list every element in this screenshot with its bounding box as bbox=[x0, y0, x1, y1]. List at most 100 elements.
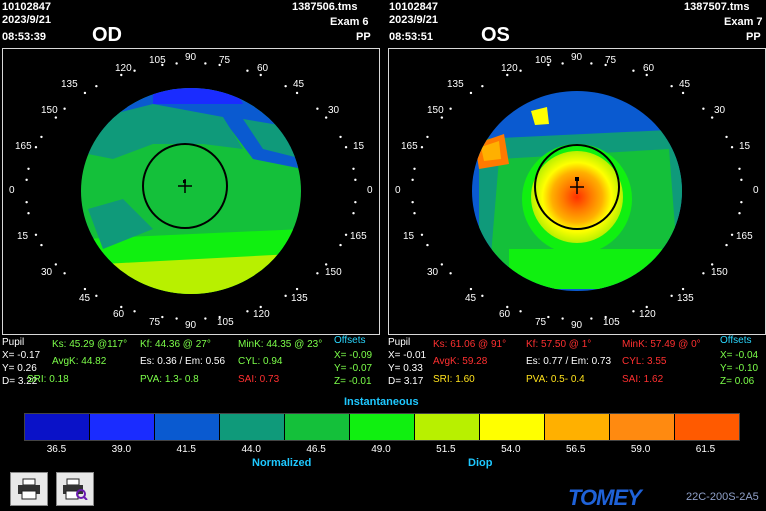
axis-tick-dot bbox=[54, 263, 58, 266]
os-axis-60: 60 bbox=[643, 63, 655, 74]
axis-tick-dot bbox=[590, 317, 593, 320]
os-date: 2023/9/21 bbox=[389, 14, 438, 26]
axis-tick-dot bbox=[295, 287, 299, 291]
od-exam: Exam 6 bbox=[330, 16, 369, 28]
os-offset-y: Y= -0.10 bbox=[720, 363, 759, 374]
axis-tick-dot bbox=[420, 233, 424, 236]
od-file: 1387506.tms bbox=[292, 1, 358, 13]
axis-tick-dot bbox=[344, 146, 348, 149]
axis-tick-dot bbox=[725, 243, 728, 247]
od-axis-0-left: 0 bbox=[9, 185, 15, 196]
axis-tick-dot bbox=[645, 305, 648, 309]
axis-tick-dot bbox=[95, 84, 98, 88]
axis-tick-dot bbox=[133, 310, 136, 313]
od-topography-map[interactable]: 120 105 90 75 60 135 45 150 30 165 15 0 … bbox=[2, 48, 380, 335]
scale-swatch bbox=[675, 414, 739, 440]
axis-tick-dot bbox=[295, 91, 299, 95]
od-date: 2023/9/21 bbox=[2, 14, 51, 26]
axis-tick-dot bbox=[344, 233, 348, 236]
axis-tick-dot bbox=[681, 287, 685, 291]
axis-tick-dot bbox=[730, 146, 734, 149]
scale-value: 54.0 bbox=[501, 444, 521, 455]
od-axis-165: 165 bbox=[15, 141, 32, 152]
axis-tick-dot bbox=[120, 73, 123, 77]
axis-tick-dot bbox=[246, 310, 249, 313]
od-axis-120: 120 bbox=[115, 63, 132, 74]
print-icon bbox=[18, 478, 40, 500]
axis-tick-dot bbox=[27, 212, 30, 215]
os-file: 1387507.tms bbox=[684, 1, 750, 13]
od-axis-60-bottom: 60 bbox=[113, 309, 125, 320]
axis-tick-dot bbox=[354, 200, 357, 204]
axis-tick-dot bbox=[316, 107, 319, 110]
axis-tick-dot bbox=[284, 294, 287, 298]
scale-value: 39.0 bbox=[111, 444, 132, 455]
od-pva: PVA: 1.3- 0.8 bbox=[140, 374, 199, 385]
scale-swatch bbox=[415, 414, 480, 440]
axis-tick-dot bbox=[259, 305, 262, 309]
axis-tick-dot bbox=[133, 69, 136, 72]
scale-swatch bbox=[25, 414, 90, 440]
od-axis-165-right: 165 bbox=[350, 231, 367, 242]
os-topography-map[interactable]: 120 105 90 75 60 135 45 150 30 165 15 0 … bbox=[388, 48, 766, 335]
axis-tick-dot bbox=[54, 116, 58, 119]
axis-tick-dot bbox=[63, 107, 66, 110]
os-axis-135: 135 bbox=[447, 79, 464, 90]
scale-value: 41.5 bbox=[176, 444, 196, 455]
od-axis-0-right: 0 bbox=[367, 185, 373, 196]
od-time: 08:53:39 bbox=[2, 31, 47, 43]
axis-tick-dot bbox=[352, 167, 355, 170]
axis-tick-dot bbox=[740, 200, 743, 204]
os-mink: MinK: 57.49 @ 0° bbox=[622, 339, 701, 350]
od-axis-90-bottom: 90 bbox=[185, 320, 197, 331]
axis-tick-dot bbox=[316, 272, 319, 275]
axis-tick-dot bbox=[175, 317, 178, 320]
axis-tick-dot bbox=[506, 73, 509, 77]
od-axis-45-left: 45 bbox=[79, 293, 91, 304]
os-axis-0-right: 0 bbox=[753, 185, 759, 196]
os-axis-0-left: 0 bbox=[395, 185, 401, 196]
od-offsets-label: Offsets bbox=[334, 335, 366, 346]
scale-value: 46.5 bbox=[306, 444, 326, 455]
axis-tick-dot bbox=[710, 263, 714, 266]
print-preview-icon bbox=[63, 478, 88, 500]
os-offsets-label: Offsets bbox=[720, 335, 752, 346]
axis-tick-dot bbox=[645, 73, 648, 77]
axis-tick-dot bbox=[324, 263, 328, 266]
os-axis-60-bottom: 60 bbox=[499, 309, 511, 320]
legend-title: Instantaneous bbox=[344, 396, 419, 408]
os-axis-90: 90 bbox=[571, 52, 583, 63]
od-ks: Ks: 45.29 @117° bbox=[52, 339, 128, 350]
od-pupil-label: Pupil bbox=[2, 337, 25, 348]
os-offset-x: X= -0.04 bbox=[720, 350, 759, 361]
axis-tick-dot bbox=[681, 91, 685, 95]
print-button[interactable] bbox=[10, 472, 48, 506]
od-axis-75-bottom: 75 bbox=[149, 317, 161, 328]
od-pupil-y: Y= 0.26 bbox=[2, 363, 37, 374]
od-sri: SRI: 0.18 bbox=[27, 374, 69, 385]
axis-tick-dot bbox=[246, 69, 249, 72]
od-axis-105: 105 bbox=[149, 55, 166, 66]
axis-tick-dot bbox=[413, 167, 416, 170]
color-scale-bar bbox=[24, 413, 740, 441]
os-axis-15-left: 15 bbox=[403, 231, 415, 242]
od-axis-90: 90 bbox=[185, 52, 197, 63]
scale-value: 51.5 bbox=[436, 444, 456, 455]
axis-tick-dot bbox=[411, 178, 414, 182]
os-ks: Ks: 61.06 @ 91° bbox=[433, 339, 507, 350]
os-axis-165: 165 bbox=[401, 141, 418, 152]
axis-tick-dot bbox=[702, 107, 705, 110]
print-preview-button[interactable] bbox=[56, 472, 94, 506]
od-axis-105-bottom: 105 bbox=[217, 317, 234, 328]
axis-tick-dot bbox=[440, 116, 444, 119]
axis-tick-dot bbox=[40, 135, 43, 139]
axis-tick-dot bbox=[481, 84, 484, 88]
od-sai: SAI: 0.73 bbox=[238, 374, 280, 385]
axis-tick-dot bbox=[632, 310, 635, 313]
axis-tick-dot bbox=[547, 63, 550, 67]
axis-tick-dot bbox=[204, 317, 207, 320]
scale-value: 36.5 bbox=[46, 444, 67, 455]
axis-tick-dot bbox=[519, 69, 522, 72]
axis-tick-dot bbox=[40, 243, 43, 247]
scale-swatch bbox=[285, 414, 350, 440]
